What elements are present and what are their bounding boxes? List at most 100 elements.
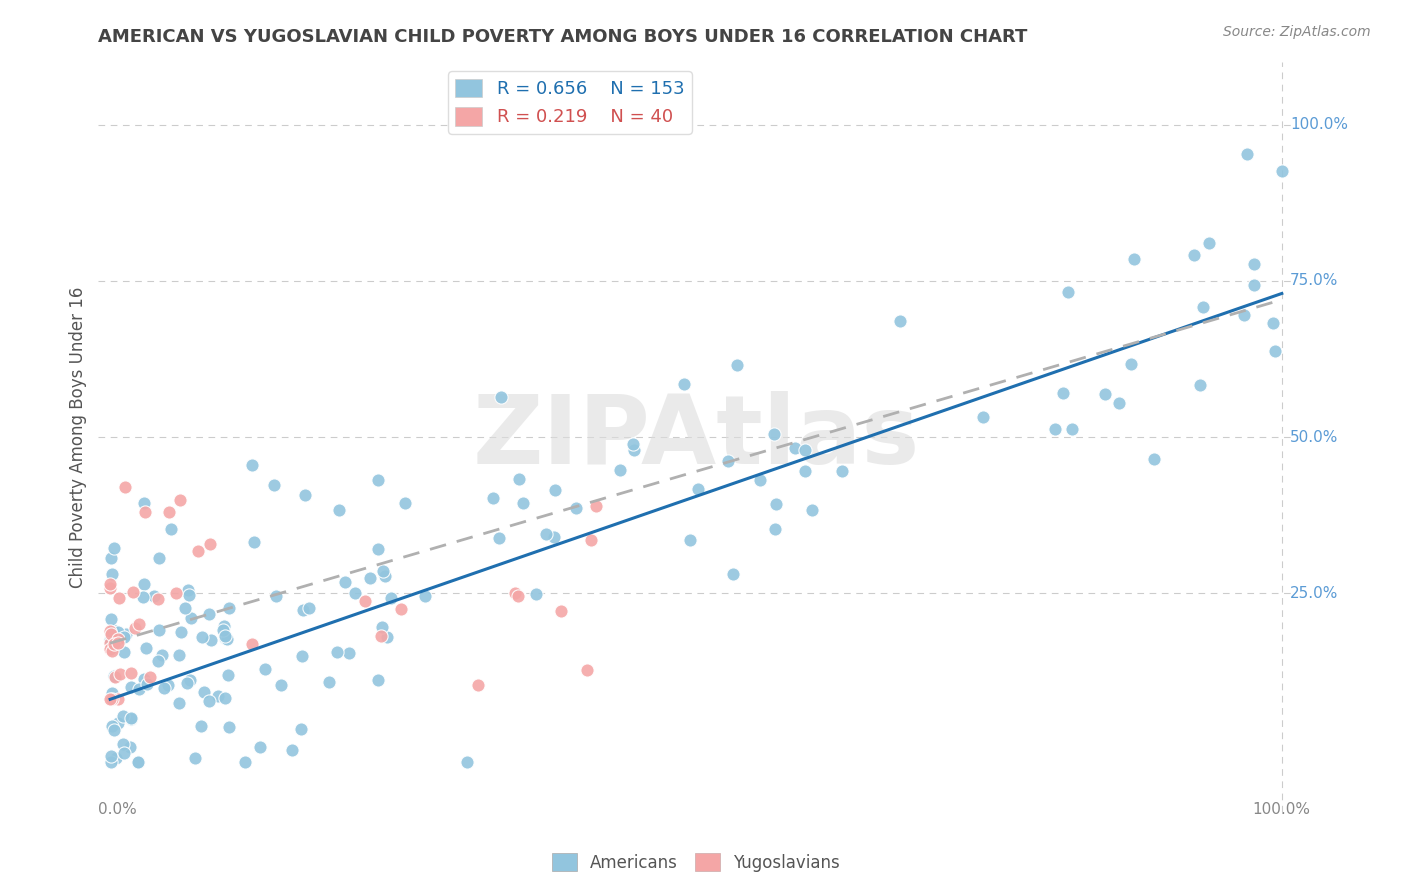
- Point: [214, 691, 236, 706]
- Point: [104, 670, 127, 684]
- Point: [1052, 386, 1074, 401]
- Point: [100, 692, 122, 706]
- Point: [1198, 235, 1220, 250]
- Point: [763, 522, 786, 536]
- Point: [148, 551, 170, 566]
- Point: [291, 648, 314, 663]
- Point: [688, 482, 710, 496]
- Point: [128, 617, 150, 632]
- Point: [187, 544, 209, 558]
- Point: [374, 569, 396, 583]
- Point: [1243, 278, 1265, 293]
- Point: [136, 676, 159, 690]
- Point: [100, 626, 122, 640]
- Point: [112, 747, 135, 761]
- Point: [98, 692, 121, 706]
- Point: [100, 641, 122, 656]
- Point: [107, 715, 129, 730]
- Point: [794, 442, 817, 457]
- Point: [112, 645, 135, 659]
- Point: [242, 458, 264, 472]
- Point: [609, 462, 631, 476]
- Point: [103, 669, 125, 683]
- Point: [367, 473, 389, 487]
- Point: [101, 567, 124, 582]
- Point: [370, 619, 392, 633]
- Point: [1261, 316, 1284, 330]
- Point: [122, 584, 145, 599]
- Text: 25.0%: 25.0%: [1291, 586, 1339, 600]
- Point: [114, 630, 136, 644]
- Point: [456, 755, 478, 769]
- Point: [575, 663, 598, 677]
- Point: [121, 666, 143, 681]
- Point: [134, 495, 156, 509]
- Point: [177, 582, 200, 597]
- Point: [177, 587, 200, 601]
- Point: [243, 535, 266, 549]
- Point: [467, 678, 489, 692]
- Point: [623, 442, 645, 457]
- Point: [1192, 300, 1215, 314]
- Point: [193, 685, 215, 699]
- Point: [1233, 308, 1256, 322]
- Point: [503, 586, 526, 600]
- Text: 100.0%: 100.0%: [1253, 803, 1310, 817]
- Point: [128, 681, 150, 696]
- Point: [173, 600, 195, 615]
- Point: [370, 628, 392, 642]
- Point: [100, 748, 122, 763]
- Point: [114, 480, 136, 494]
- Point: [298, 601, 321, 615]
- Point: [101, 719, 124, 733]
- Point: [107, 591, 129, 605]
- Point: [190, 719, 212, 733]
- Point: [785, 442, 807, 456]
- Point: [167, 697, 190, 711]
- Point: [1062, 422, 1084, 436]
- Point: [1143, 451, 1166, 466]
- Point: [280, 743, 302, 757]
- Point: [100, 755, 122, 769]
- Point: [800, 503, 823, 517]
- Point: [135, 640, 157, 655]
- Point: [290, 722, 312, 736]
- Point: [254, 662, 277, 676]
- Point: [103, 637, 125, 651]
- Text: AMERICAN VS YUGOSLAVIAN CHILD POVERTY AMONG BOYS UNDER 16 CORRELATION CHART: AMERICAN VS YUGOSLAVIAN CHILD POVERTY AM…: [98, 28, 1028, 45]
- Point: [488, 531, 510, 545]
- Point: [292, 603, 315, 617]
- Point: [367, 541, 389, 556]
- Text: Source: ZipAtlas.com: Source: ZipAtlas.com: [1223, 25, 1371, 39]
- Point: [233, 755, 256, 769]
- Text: 100.0%: 100.0%: [1291, 118, 1348, 132]
- Point: [170, 625, 193, 640]
- Point: [138, 670, 160, 684]
- Point: [1122, 252, 1144, 266]
- Point: [218, 720, 240, 734]
- Point: [212, 619, 235, 633]
- Point: [180, 611, 202, 625]
- Point: [380, 591, 402, 605]
- Point: [217, 668, 239, 682]
- Point: [153, 681, 176, 695]
- Point: [508, 472, 530, 486]
- Point: [98, 636, 121, 650]
- Point: [157, 505, 180, 519]
- Point: [134, 576, 156, 591]
- Point: [1043, 422, 1066, 436]
- Point: [100, 632, 122, 647]
- Point: [318, 675, 340, 690]
- Point: [1121, 357, 1143, 371]
- Point: [1182, 248, 1205, 262]
- Point: [98, 624, 121, 638]
- Point: [354, 593, 377, 607]
- Point: [725, 359, 748, 373]
- Point: [1243, 257, 1265, 271]
- Point: [134, 672, 156, 686]
- Point: [214, 631, 236, 645]
- Text: ZIPAtlas: ZIPAtlas: [472, 391, 920, 483]
- Point: [765, 497, 787, 511]
- Point: [544, 483, 567, 497]
- Point: [367, 673, 389, 687]
